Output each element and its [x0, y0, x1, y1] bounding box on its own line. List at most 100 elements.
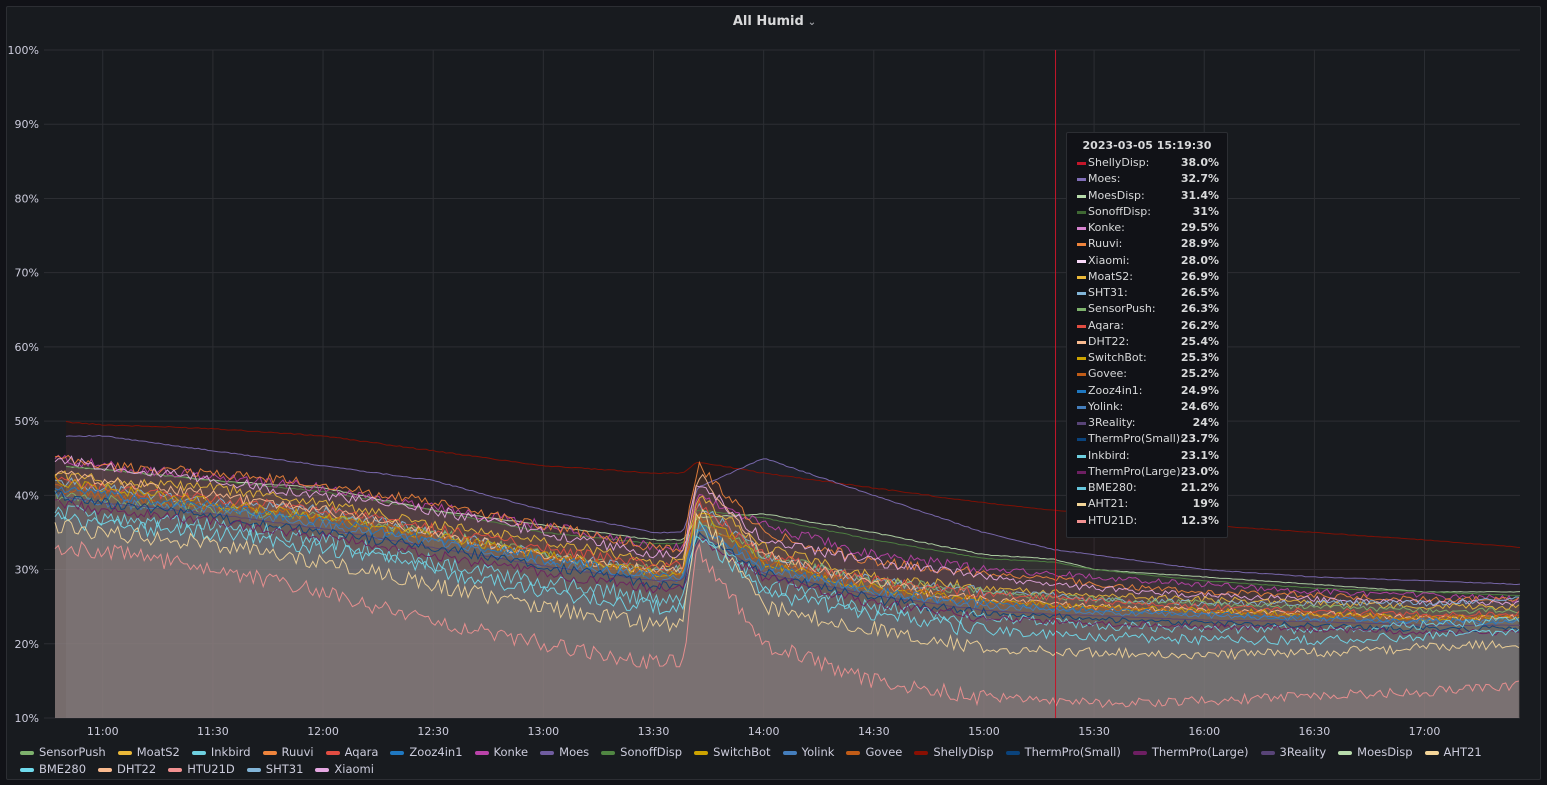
legend-item-SHT31[interactable]: SHT31	[246, 761, 303, 778]
legend-item-Konke[interactable]: Konke	[474, 744, 528, 761]
series-line-Inkbird	[54, 505, 1520, 635]
y-axis-ticks: 10% 20% 30% 40% 50% 60% 70% 80% 90% 100%	[8, 44, 39, 725]
tooltip-row: SwitchBot: 25.3%	[1067, 350, 1227, 366]
tooltip-series-value: 25.4%	[1180, 334, 1219, 348]
tooltip-row: Govee: 25.2%	[1067, 366, 1227, 382]
hover-tooltip: 2023-03-05 15:19:30 ShellyDisp: 38.0% Moes…	[1066, 132, 1228, 538]
legend-swatch	[20, 767, 34, 772]
tooltip-series-value: 31.4%	[1180, 188, 1219, 202]
tooltip-series-value: 21.2%	[1180, 481, 1219, 494]
series-line-BME280	[54, 511, 1520, 646]
tooltip-row: SHT31: 26.5%	[1067, 285, 1227, 301]
tooltip-series-value: 26.5%	[1180, 286, 1219, 299]
legend-item-3Reality[interactable]: 3Reality	[1260, 744, 1327, 761]
tooltip-time: 2023-03-05 15:19:30	[1082, 139, 1212, 152]
tooltip-row: Moes: 32.7%	[1067, 171, 1227, 187]
series-line-Govee	[54, 484, 1520, 622]
tooltip-row: 3Reality: 24%	[1067, 415, 1227, 431]
legend-label: 3Reality	[1279, 745, 1327, 759]
series-area-HTU21D	[55, 542, 1519, 718]
tooltip-row: Inkbird: 23.1%	[1067, 448, 1227, 464]
tooltip-series-value: 26.2%	[1180, 318, 1219, 332]
tooltip-row: MoesDisp: 31.4%	[1067, 188, 1227, 204]
legend-item-HTU21D[interactable]: HTU21D	[168, 761, 235, 778]
tooltip-series-name: DHT22:	[1088, 334, 1130, 348]
legend-item-ShellyDisp[interactable]: ShellyDisp	[914, 744, 994, 761]
legend-item-MoatS2[interactable]: MoatS2	[117, 744, 180, 761]
legend-item-AHT21[interactable]: AHT21	[1424, 744, 1482, 761]
series-swatch	[1077, 340, 1086, 344]
legend-swatch	[474, 750, 489, 755]
tooltip-series-value: 23.7%	[1180, 432, 1219, 446]
legend-item-SonoffDisp[interactable]: SonoffDisp	[601, 744, 682, 761]
tooltip-series-name: AHT21:	[1088, 497, 1129, 511]
tooltip-series-value: 28.9%	[1180, 237, 1219, 251]
tooltip-row: AHT21: 19%	[1067, 496, 1227, 512]
legend-item-Moes[interactable]: Moes	[540, 744, 589, 761]
legend-label: Aqara	[344, 745, 379, 759]
legend-label: Ruuvi	[281, 745, 314, 759]
legend-item-ThermPro(Large)[interactable]: ThermPro(Large)	[1132, 744, 1249, 761]
tooltip-series-name: MoatS2:	[1088, 269, 1133, 283]
tooltip-rows: ShellyDisp: 38.0% Moes: 32.7% MoesDisp: 31.4%…	[1067, 155, 1227, 529]
x-tick-label: 12:30	[417, 725, 449, 738]
y-tick-label: 30%	[15, 564, 39, 577]
y-tick-label: 80%	[15, 192, 39, 205]
tooltip-series-name: ThermPro(Large):	[1088, 464, 1185, 478]
legend-swatch	[694, 750, 709, 755]
legend-item-Govee[interactable]: Govee	[846, 744, 902, 761]
series-swatch	[1077, 389, 1086, 393]
tooltip-series-value: 23.1%	[1180, 448, 1219, 462]
series-swatch	[1077, 194, 1086, 198]
tooltip-series-value: 19%	[1192, 497, 1219, 511]
legend-label: MoatS2	[136, 745, 180, 759]
y-tick-label: 60%	[15, 341, 39, 354]
legend-item-SwitchBot[interactable]: SwitchBot	[694, 744, 771, 761]
x-tick-label: 14:30	[858, 725, 890, 738]
series-area-ThermPro(Large)	[55, 499, 1519, 718]
y-tick-label: 20%	[15, 638, 39, 651]
tooltip-series-name: SwitchBot:	[1088, 351, 1147, 364]
series-swatch	[1077, 454, 1086, 458]
series-swatch	[1077, 357, 1086, 360]
legend-label: ThermPro(Small)	[1024, 745, 1121, 759]
chevron-down-icon[interactable]: ⌄	[807, 17, 817, 28]
tooltip-series-name: Inkbird:	[1088, 448, 1130, 462]
tooltip-series-name: HTU21D:	[1088, 513, 1138, 527]
humidity-chart[interactable]: 10%20%30%40%50%60%70%80%90%100% 11:00 11:…	[0, 0, 1547, 745]
tooltip-row: SonoffDisp: 31%	[1067, 204, 1227, 220]
legend-item-DHT22[interactable]: DHT22	[98, 761, 156, 778]
series-swatch	[1077, 292, 1086, 295]
y-tick-label: 100%	[8, 44, 39, 57]
legend-item-Zooz4in1[interactable]: Zooz4in1	[390, 744, 463, 761]
tooltip-series-name: Yolink:	[1088, 399, 1124, 413]
legend-item-BME280[interactable]: BME280	[20, 761, 86, 778]
x-axis-ticks: 11:00 11:30 12:00 12:30 13:00 13:30 14:00 14:30…	[87, 725, 1440, 738]
legend-label: Moes	[559, 745, 590, 759]
legend-item-Aqara[interactable]: Aqara	[325, 744, 379, 761]
legend-swatch	[325, 750, 340, 755]
legend-item-Inkbird[interactable]: Inkbird	[191, 744, 251, 761]
legend-item-Yolink[interactable]: Yolink	[782, 744, 834, 761]
legend-item-ThermPro(Small)[interactable]: ThermPro(Small)	[1005, 744, 1121, 761]
panel-title[interactable]: All Humid ⌄	[7, 14, 1542, 29]
tooltip-series-value: 32.7%	[1180, 172, 1219, 186]
legend-swatch	[914, 750, 929, 755]
series-swatch	[1077, 405, 1086, 409]
tooltip-series-value: 12.3%	[1180, 513, 1219, 527]
legend-item-Ruuvi[interactable]: Ruuvi	[262, 744, 314, 761]
legend-item-SensorPush[interactable]: SensorPush	[20, 744, 106, 761]
legend-item-Xiaomi[interactable]: Xiaomi	[315, 761, 374, 778]
series-swatch	[1077, 275, 1086, 279]
x-tick-label: 12:00	[307, 725, 339, 738]
series-area-SensorPush	[55, 490, 1519, 718]
legend-label: MoesDisp	[1357, 745, 1413, 759]
legend-item-MoesDisp[interactable]: MoesDisp	[1338, 744, 1413, 761]
series-swatch	[1077, 487, 1086, 490]
legend-swatch	[540, 750, 555, 755]
x-tick-label: 15:00	[968, 725, 1000, 738]
graph-panel: All Humid ⌄	[6, 6, 1541, 780]
series-area-Moes	[66, 435, 1520, 718]
tooltip-series-name: SonoffDisp:	[1088, 204, 1151, 218]
tooltip-series-name: Govee:	[1088, 367, 1128, 381]
